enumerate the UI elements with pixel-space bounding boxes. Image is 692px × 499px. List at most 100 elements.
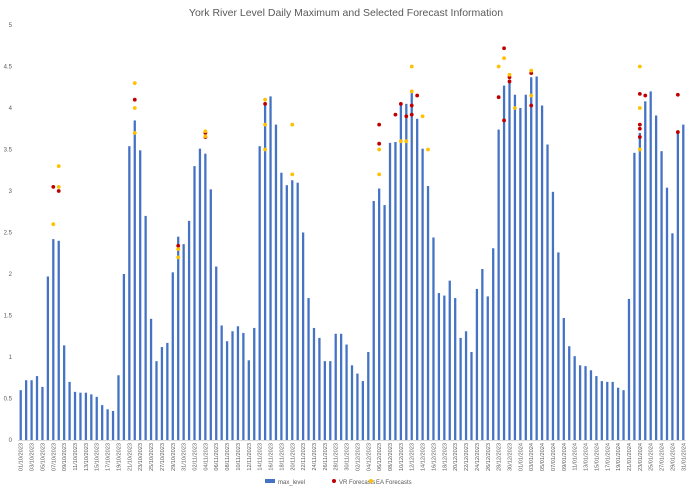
x-tick-label: 03/01/2024	[529, 443, 535, 471]
vr-forecast-point	[176, 243, 181, 248]
max-level-bar	[258, 146, 261, 440]
max-level-bar	[405, 103, 408, 440]
vr-forecast-point	[637, 91, 642, 96]
ea-forecast-point	[56, 164, 61, 169]
ea-forecast-point	[377, 172, 382, 177]
legend-label-ea: EA Forecasts	[376, 480, 412, 486]
x-tick-label: 24/11/2023	[312, 443, 318, 471]
ea-forecast-point	[51, 222, 56, 227]
max-level-bar	[665, 187, 669, 440]
ea-forecast-point	[409, 89, 414, 94]
x-tick-label: 14/11/2023	[258, 443, 264, 471]
max-level-bar	[155, 361, 158, 440]
max-level-bar	[633, 152, 636, 440]
ea-forecast-point	[637, 106, 642, 110]
legend-label-max-level: max_level	[278, 480, 305, 486]
ea-forecast-point	[377, 147, 382, 152]
x-tick-label: 31/01/2024	[681, 443, 687, 471]
max-level-bar	[361, 381, 365, 440]
ea-forecast-point	[176, 255, 181, 260]
max-level-bar	[497, 129, 500, 440]
max-level-bar	[437, 293, 441, 440]
y-tick-label: 2.5	[4, 231, 13, 237]
y-axis: 0 0.5 1 1.5 2 2.5 3 3.5 4 4.5 5	[4, 23, 13, 444]
ea-forecast-point	[637, 64, 642, 69]
max-level-bar	[606, 381, 609, 440]
x-tick-label: 19/10/2023	[116, 443, 122, 471]
max-level-bar	[388, 142, 392, 441]
max-level-bar	[459, 337, 462, 440]
max-level-bar	[231, 331, 234, 440]
max-level-bar	[660, 151, 663, 440]
vr-forecast-point	[132, 97, 137, 102]
legend-swatch-vr	[332, 479, 336, 483]
max-level-bar	[171, 272, 174, 440]
max-level-bar	[616, 387, 620, 440]
vr-forecast-point	[263, 101, 268, 106]
max-level-bar	[622, 390, 625, 440]
y-tick-label: 4	[9, 106, 13, 112]
max-level-bar	[464, 331, 468, 440]
y-tick-label: 5	[9, 23, 13, 29]
max-level-bar	[52, 239, 55, 440]
x-tick-label: 16/12/2023	[431, 443, 437, 471]
x-tick-label: 20/12/2023	[453, 443, 459, 471]
max-level-bar	[225, 341, 229, 440]
x-tick-label: 26/12/2023	[486, 443, 492, 471]
max-level-bar	[600, 381, 603, 440]
max-level-bar	[79, 392, 82, 440]
x-tick-label: 06/12/2023	[377, 443, 383, 471]
y-tick-label: 0	[9, 438, 13, 444]
max-level-bar	[57, 240, 60, 440]
ea-forecast-point	[263, 147, 268, 152]
x-tick-label: 01/10/2023	[19, 443, 25, 471]
x-tick-label: 21/10/2023	[127, 443, 133, 471]
vr-forecast-point	[637, 135, 642, 139]
x-tick-label: 21/01/2024	[627, 443, 633, 471]
max-level-bar	[215, 266, 218, 440]
x-tick-label: 17/10/2023	[106, 443, 112, 471]
max-level-bar	[535, 76, 538, 441]
x-tick-label: 27/01/2024	[660, 443, 666, 471]
max-level-bar	[475, 288, 479, 440]
max-level-bar	[149, 318, 153, 440]
legend-item-max-level: max_level	[265, 479, 305, 486]
vr-forecast-point	[496, 95, 501, 100]
x-tick-label: 12/12/2023	[410, 443, 416, 471]
max-level-bar	[187, 220, 191, 440]
max-level-bar	[177, 236, 180, 440]
x-tick-label: 28/11/2023	[334, 443, 340, 471]
x-tick-label: 04/11/2023	[203, 443, 209, 471]
max-level-bar	[557, 252, 560, 440]
max-level-bar	[410, 93, 413, 440]
max-level-bar	[122, 274, 126, 440]
legend-swatch-ea	[369, 479, 373, 483]
max-level-bar	[584, 366, 587, 440]
max-level-bar	[676, 132, 679, 440]
max-level-bar	[296, 182, 299, 440]
vr-forecast-point	[502, 118, 506, 123]
max-level-bar	[611, 381, 614, 440]
max-level-bar	[416, 118, 419, 440]
max-level-bar	[30, 380, 33, 440]
max-level-bar	[204, 153, 207, 440]
max-level-bar	[209, 189, 212, 440]
vr-forecast-point	[675, 92, 680, 97]
x-tick-label: 05/10/2023	[40, 443, 46, 471]
x-tick-label: 07/10/2023	[51, 443, 57, 471]
max-level-bar	[312, 327, 316, 440]
max-level-bar	[508, 79, 511, 440]
max-level-bar	[578, 365, 582, 440]
ea-forecast-point	[513, 106, 517, 110]
vr-forecast-point	[529, 103, 534, 108]
max-level-bar	[182, 244, 185, 440]
max-level-bar	[41, 386, 44, 440]
max-level-bars	[19, 76, 685, 441]
max-level-bar	[35, 376, 39, 440]
max-level-bar	[432, 237, 435, 440]
max-level-bar	[562, 317, 565, 440]
max-level-bar	[492, 248, 495, 440]
x-tick-label: 11/10/2023	[73, 443, 79, 471]
max-level-bar	[307, 298, 310, 440]
